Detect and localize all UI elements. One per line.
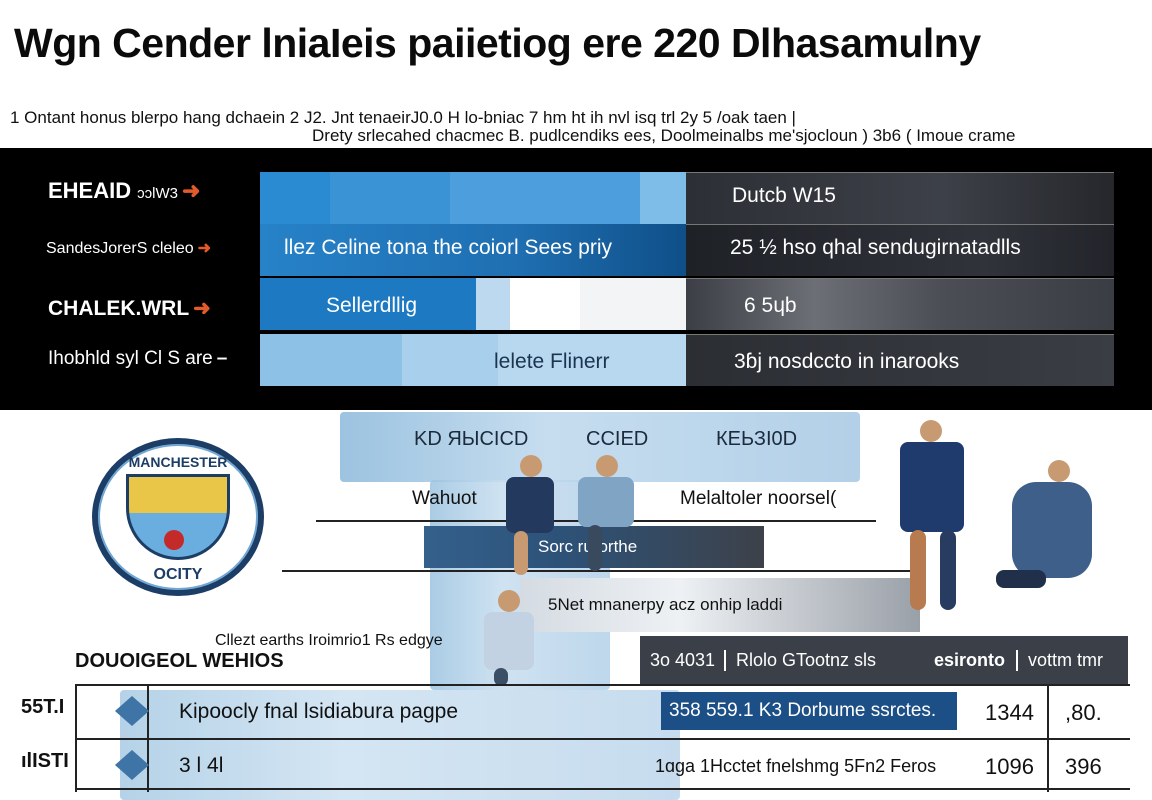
band-row-label-text: SandesJorerS cleleo — [46, 240, 194, 257]
band-row-left-text: llez Celine tona the coiorl Sees priy — [284, 236, 613, 259]
crest-icon: MANCHESTER OCITY — [92, 438, 264, 596]
row-name: Kipoocly fnal lsidiabura pagpe — [179, 700, 459, 723]
page-title: Wgn Cender lniaIeis paiietiog ere 220 Dl… — [14, 20, 981, 66]
info-bar-text: 5Net mnanerpy acz onhip laddi — [548, 595, 783, 614]
left-label: Wahuot — [412, 488, 477, 509]
arrow-right-icon: ➜ — [193, 297, 211, 320]
table-row[interactable]: 55T.I Kipoocly fnal lsidiabura pagpe 358… — [21, 684, 1130, 738]
band-row-value[interactable] — [686, 278, 1114, 330]
table-header: 3o 4031 Rlolo GTootnz sls esironto vottm… — [640, 636, 1128, 684]
divider-line — [282, 570, 922, 572]
cloud-header: КЕЬЗI0D — [716, 428, 798, 450]
band-row-label: CHALEK.WRL ➜ — [48, 296, 211, 321]
band-row-value-text: Dutcb W15 — [732, 184, 836, 207]
arrow-right-icon: ➜ — [197, 240, 212, 257]
table-header-cell: Rlolo GTootnz sls — [724, 649, 924, 671]
band-row-label: Ihobhld syl Cl S are – — [48, 348, 227, 370]
arrow-right-icon: ➜ — [181, 178, 201, 203]
chevron-icon — [115, 750, 149, 780]
table-header-cell: esironto — [934, 649, 1006, 670]
row-value: 396 — [1065, 754, 1102, 779]
band-row-left-text: lelete Flinerr — [494, 350, 610, 373]
row-mid-text: 1ɑga 1Hcctet fnelshmg 5Fn2 Feros — [655, 756, 937, 776]
subtitle-line-1: 1 Ontant honus blerpo hang dchaein 2 J2.… — [10, 108, 796, 127]
band-row-left-text: Sellerdllig — [326, 294, 418, 317]
section-note: Cllezt earths Iroimrio1 Rs edgye — [215, 632, 443, 649]
subtitle-line-2: Drety srlecahed chacmec B. pudlcendiks e… — [312, 126, 1016, 145]
sky-strip — [120, 690, 680, 800]
band-row-label-small: ɔɔlW3 — [137, 185, 178, 202]
band-row-bar[interactable] — [260, 224, 686, 276]
band-row-value[interactable] — [686, 224, 1114, 276]
band-row-label: EHEAID ɔɔlW3 ➜ — [48, 178, 200, 204]
band-row-bar[interactable] — [260, 278, 686, 330]
header-band: EHEAID ɔɔlW3 ➜ SandesJorerS cleleo ➜ CHALEK… — [0, 148, 1152, 410]
row-value: 1096 — [985, 754, 1034, 779]
band-row-value[interactable] — [686, 172, 1114, 224]
rose-icon — [164, 530, 184, 550]
band-row-bar[interactable] — [260, 172, 686, 224]
cloud-header: CCIED — [586, 428, 649, 450]
cloud-header: KD ЯЫСICD — [414, 428, 529, 450]
band-row-label-text: EHEAID — [48, 178, 132, 203]
table-header-cell: vottm tmr — [1016, 649, 1116, 671]
chevron-icon — [115, 696, 149, 726]
logo-bottom-text: OCITY — [153, 566, 203, 583]
table-header-cell: 3o 4031 — [650, 649, 716, 670]
band-row-value-text: 25 ½ hso qhal sendugirnatadlls — [730, 236, 1021, 259]
table-row[interactable]: ılISTI 3 l 4l 1ɑga 1Hcctet fnelshmg 5Fn2… — [21, 738, 1130, 792]
section-label: DOUOIGEOL WEHIOS — [75, 650, 284, 672]
row-pill: 358 559.1 K3 Dorbume ssrctes. — [661, 692, 957, 730]
band-row-label-text: CHALEK.WRL — [48, 297, 190, 320]
row-rank: ılISTI — [21, 750, 69, 772]
band-row-value[interactable] — [686, 334, 1114, 386]
dash-icon: – — [216, 348, 228, 369]
band-row-label-text: Ihobhld syl Cl S are — [48, 348, 213, 369]
band-row-bar[interactable] — [260, 334, 686, 386]
band-row-value-text: 3ɓj nosdccto in inarooks — [734, 350, 960, 373]
row-value: ,80. — [1065, 700, 1102, 725]
band-row-value-text: 6 5ɥb — [744, 294, 797, 317]
logo-top-text: MANCHESTER — [128, 454, 228, 470]
band-row-label: SandesJorerS cleleo ➜ — [46, 238, 211, 258]
info-bar-text: Sorc rurorthe — [538, 537, 638, 556]
right-label: Melaltoler noorsel( — [680, 488, 837, 509]
row-name: 3 l 4l — [179, 754, 224, 777]
row-rank: 55T.I — [21, 696, 65, 718]
row-value: 1344 — [985, 700, 1034, 725]
info-bar[interactable]: 5Net mnanerpy acz onhip laddi — [520, 578, 920, 632]
